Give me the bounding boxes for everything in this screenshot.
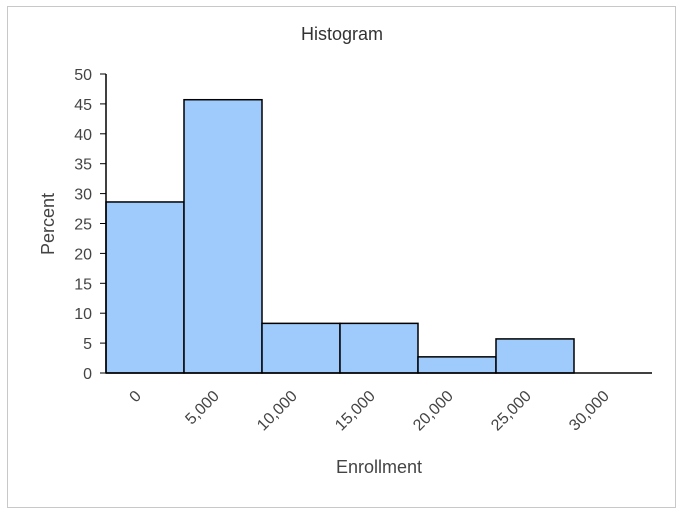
x-tick-label: 0	[127, 388, 145, 406]
bar-4	[417, 356, 497, 374]
y-tick-label: 45	[74, 97, 92, 114]
y-tick-label: 5	[83, 336, 92, 353]
x-tick-label: 30,000	[566, 388, 613, 435]
bar-2	[261, 322, 341, 374]
x-tick-label: 15,000	[332, 388, 379, 435]
y-tick-label: 20	[74, 246, 92, 263]
y-tick-labels: 0 5 10 15 20 25 30 35 40 45 50	[74, 67, 106, 383]
x-tick-label: 10,000	[254, 388, 301, 435]
x-tick-label: 5,000	[182, 388, 222, 428]
y-axis-title: Percent	[38, 193, 58, 255]
x-tick-labels: 0 5,000 10,000 15,000 20,000 25,000 30,000	[127, 388, 613, 435]
y-tick-label: 0	[83, 366, 92, 383]
x-tick-label: 20,000	[410, 388, 457, 435]
y-tick-label: 10	[74, 306, 92, 323]
y-tick-label: 50	[74, 67, 92, 84]
bar-3	[339, 322, 419, 374]
y-tick-label: 30	[74, 187, 92, 204]
y-tick-label: 15	[74, 276, 92, 293]
y-tick-label: 35	[74, 157, 92, 174]
chart-title: Histogram	[301, 24, 383, 44]
bar-5	[495, 338, 575, 374]
x-axis-title: Enrollment	[336, 457, 422, 477]
y-tick-label: 25	[74, 217, 92, 234]
bar-0	[105, 201, 185, 374]
bar-1	[183, 98, 263, 374]
x-tick-label: 25,000	[488, 388, 535, 435]
bars-group	[105, 98, 575, 374]
y-tick-label: 40	[74, 127, 92, 144]
